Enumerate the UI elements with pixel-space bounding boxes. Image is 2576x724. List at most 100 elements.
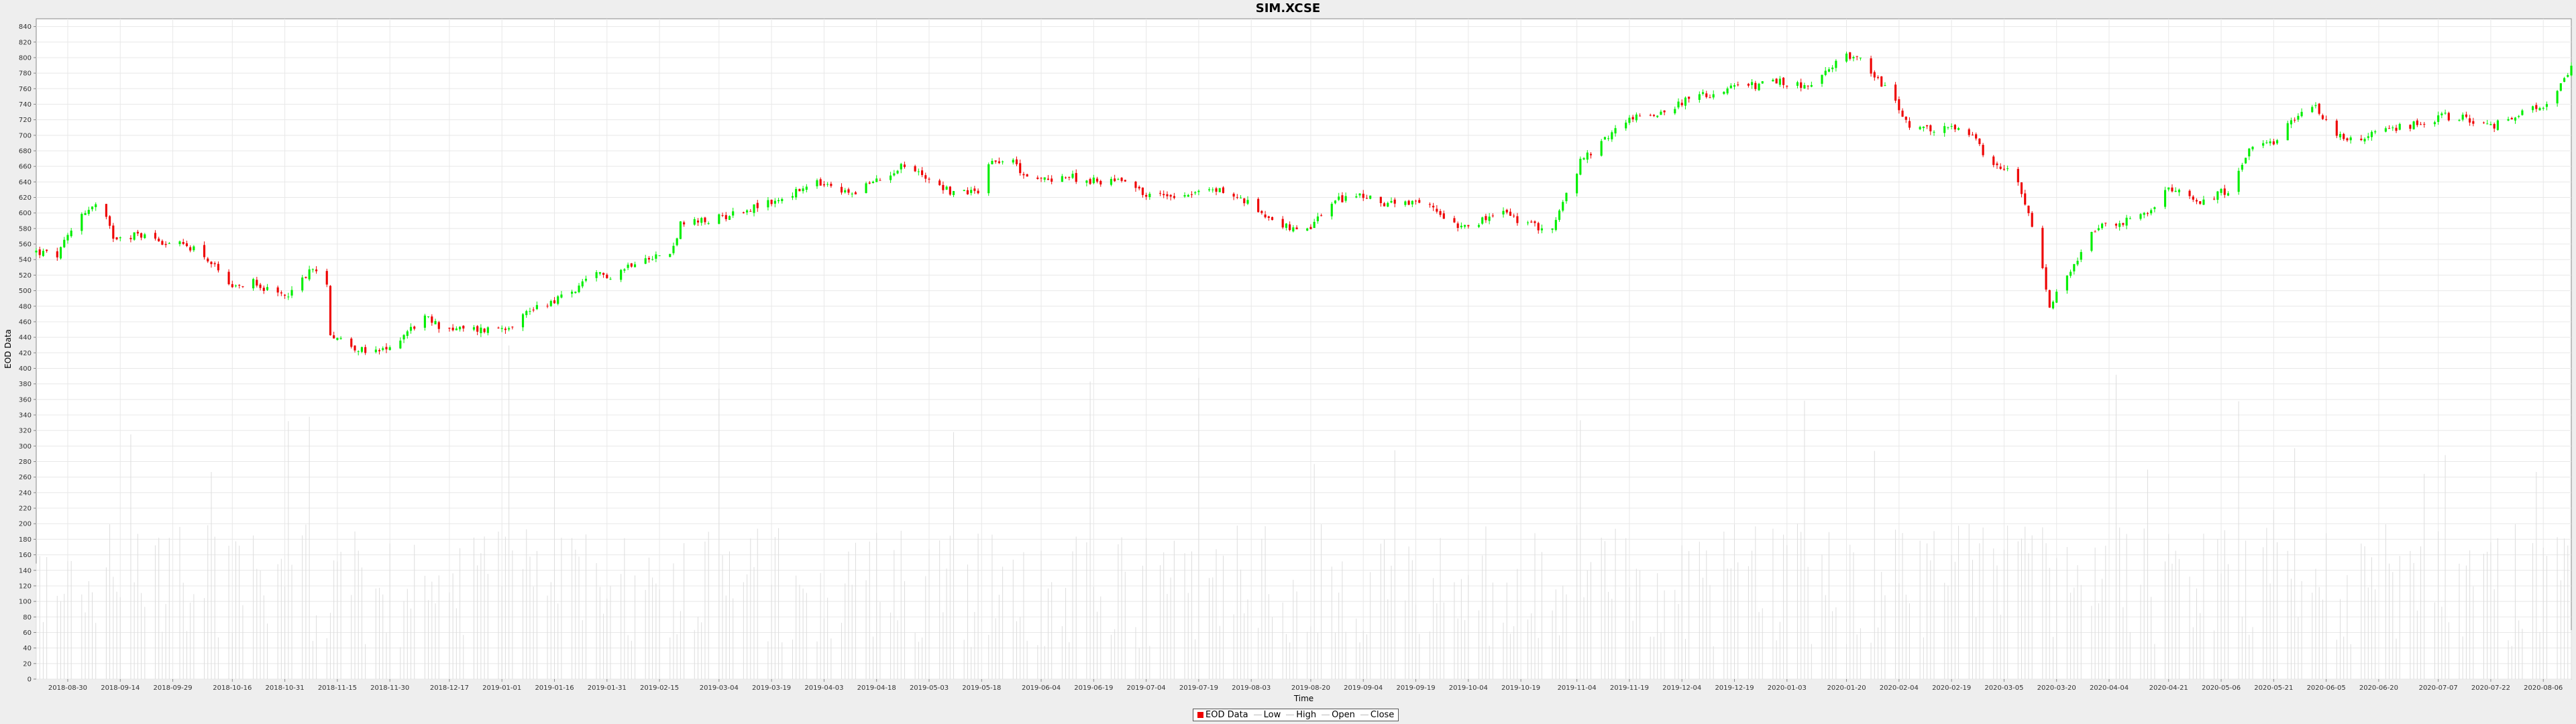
candle-body <box>2248 148 2251 157</box>
candle-body <box>182 242 184 244</box>
y-tick-label: 300 <box>19 443 32 450</box>
candle-body <box>158 238 160 241</box>
candle-body <box>455 328 458 330</box>
candle-body <box>847 189 850 193</box>
candle-body <box>2542 107 2544 109</box>
candle-body <box>2290 120 2292 125</box>
candle-body <box>2118 223 2121 227</box>
candle-body <box>938 180 941 186</box>
candle-body <box>333 335 335 339</box>
candle-body <box>336 338 339 341</box>
candle-body <box>1071 174 1074 178</box>
candle-body <box>2437 115 2440 122</box>
candle-body <box>185 243 189 247</box>
candle-body <box>2412 121 2415 129</box>
x-tick-label: 2020-03-20 <box>2037 684 2076 692</box>
candle-body <box>1260 210 1263 213</box>
candle-body <box>1264 215 1267 218</box>
candle-body <box>1803 84 1806 88</box>
candle-body <box>1232 194 1235 197</box>
candle-body <box>1194 192 1197 194</box>
candle-body <box>1236 196 1238 198</box>
candle-body <box>903 164 906 168</box>
candle-body <box>1922 126 1925 129</box>
candle-body <box>644 258 647 264</box>
candle-body <box>70 230 72 237</box>
candle-body <box>1369 195 1372 199</box>
candle-body <box>1943 126 1946 133</box>
candle-body <box>329 286 332 336</box>
candle-body <box>262 288 265 291</box>
candle-body <box>791 196 794 198</box>
candle-body <box>2237 170 2240 192</box>
candle-body <box>2532 106 2534 111</box>
candle-body <box>2416 120 2418 125</box>
candle-body <box>360 347 363 352</box>
candle-body <box>2006 168 2009 170</box>
candle-body <box>2251 146 2254 149</box>
candle-body <box>476 326 479 332</box>
candle-body <box>1051 178 1053 182</box>
candle-body <box>80 214 83 231</box>
y-tick-label: 560 <box>19 241 32 249</box>
candle-body <box>840 186 843 193</box>
x-tick-label: 2019-11-19 <box>1610 684 1649 692</box>
candle-body <box>1187 194 1189 197</box>
candle-body <box>1579 158 1582 175</box>
candle-body <box>1281 219 1284 228</box>
candle-body <box>406 331 409 337</box>
candle-body <box>1565 192 1568 202</box>
candle-body <box>1975 134 1978 139</box>
candle-body <box>325 271 328 285</box>
candle-body <box>2461 115 2464 120</box>
y-tick-label: 540 <box>19 257 32 264</box>
candle-body <box>1338 196 1340 200</box>
candle-body <box>1289 224 1291 231</box>
candle-body <box>2188 190 2191 196</box>
candle-body <box>773 200 776 204</box>
candle-body <box>238 285 241 286</box>
y-tick-label: 320 <box>19 428 32 435</box>
y-tick-label: 780 <box>19 70 32 78</box>
candles <box>35 51 2573 356</box>
candle-body <box>525 311 528 316</box>
candle-body <box>388 347 391 351</box>
candle-body <box>973 188 976 191</box>
legend-item-high: High <box>1286 710 1316 720</box>
y-axis: 0 20 40 60 80 100 120 140 160 180 200 220 240 260 280 3… <box>19 23 36 684</box>
candle-body <box>2031 213 2033 227</box>
candle-body <box>1341 195 1344 202</box>
y-tick-label: 820 <box>19 39 32 46</box>
candle-body <box>2510 118 2513 119</box>
candle-body <box>942 184 945 190</box>
volume-bars <box>36 345 2572 679</box>
candle-body <box>2051 302 2055 309</box>
candle-body <box>315 269 318 272</box>
legend-item-eod: EOD Data <box>1197 710 1248 720</box>
candle-body <box>46 249 48 251</box>
candle-body <box>1068 177 1071 178</box>
candle-body <box>584 278 588 281</box>
candle-body <box>1660 111 1662 115</box>
candle-body <box>354 345 356 351</box>
candle-body <box>1649 115 1652 116</box>
candle-body <box>133 232 136 240</box>
candle-body <box>409 326 413 331</box>
y-tick-label: 180 <box>19 536 32 544</box>
candle-body <box>2163 190 2167 207</box>
candle-body <box>798 188 801 192</box>
candle-body <box>2070 272 2072 276</box>
y-axis-label: EOD Data <box>3 329 13 369</box>
candle-body <box>623 269 626 271</box>
candle-body <box>1540 228 1543 231</box>
candle-body <box>2346 138 2349 141</box>
candle-body <box>602 273 605 275</box>
candle-body <box>423 315 426 328</box>
candle-body <box>2472 121 2475 124</box>
candle-body <box>557 296 559 304</box>
candle-body <box>259 284 262 288</box>
candle-body <box>2195 200 2198 202</box>
candle-body <box>301 277 304 291</box>
candle-body <box>168 243 170 244</box>
candle-body <box>378 350 381 352</box>
